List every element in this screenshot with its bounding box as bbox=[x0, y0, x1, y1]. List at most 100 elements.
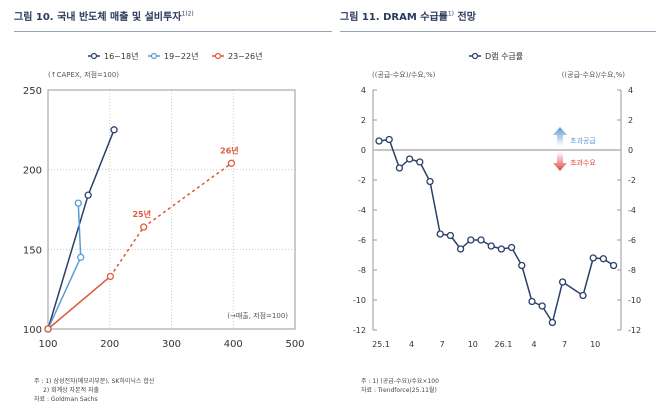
right-data-point bbox=[609, 261, 618, 270]
left-series-segment bbox=[77, 203, 82, 258]
right-chart-title: 그림 11. DRAM 수급률1) 전망 bbox=[340, 8, 476, 23]
right-notes: 주 : 1) (공급-수요)/수요×100 자료 : Trendforce(25… bbox=[361, 377, 439, 395]
left-series-segment bbox=[47, 275, 111, 330]
right-x-tick-label: 10 bbox=[468, 340, 478, 349]
left-x-tick-label: 300 bbox=[162, 339, 181, 350]
right-data-point bbox=[426, 177, 434, 186]
right-y-tick-label-right: -12 bbox=[628, 326, 641, 335]
right-series-segment bbox=[521, 265, 533, 302]
left-point-label: 26년 bbox=[220, 145, 239, 155]
right-y-tick-label-right: 0 bbox=[628, 146, 633, 155]
right-data-point bbox=[446, 231, 455, 240]
left-data-point bbox=[77, 253, 85, 261]
right-x-tick-label: 10 bbox=[590, 340, 600, 349]
left-title-text: 그림 10. 국내 반도체 매출 및 설비투자 bbox=[14, 12, 182, 23]
right-series-segment bbox=[388, 139, 401, 169]
right-series-segment bbox=[551, 281, 564, 323]
right-y-axis-label-right: ((공급-수요)/수요,%) bbox=[562, 71, 626, 79]
right-y-tick-label-right: 4 bbox=[628, 86, 633, 95]
right-y-tick-label-right: 2 bbox=[628, 116, 633, 125]
right-series-segment bbox=[419, 161, 431, 182]
right-y-tick-label-left: 2 bbox=[361, 116, 366, 125]
right-y-tick-label-left: -6 bbox=[358, 236, 366, 245]
right-data-point bbox=[599, 255, 608, 263]
arrow-up-icon bbox=[553, 127, 567, 146]
right-series-segment bbox=[562, 281, 584, 297]
right-x-tick-label: 4 bbox=[409, 340, 414, 349]
right-data-point bbox=[518, 261, 526, 270]
right-y-tick-label-left: 4 bbox=[361, 86, 366, 95]
left-legend-1-marker bbox=[150, 52, 158, 60]
right-data-point bbox=[507, 243, 516, 252]
left-source: 자료 : Goldman Sachs bbox=[34, 396, 98, 403]
annotation-excess-demand: 초과수요 bbox=[570, 158, 596, 167]
left-legend-label: 16~18년 bbox=[104, 51, 138, 61]
left-y-axis-label: (↑CAPEX, 저점=100) bbox=[48, 70, 119, 79]
right-data-point bbox=[375, 137, 383, 145]
right-x-tick-label: 25.1 bbox=[372, 340, 390, 349]
right-data-point bbox=[497, 245, 506, 253]
left-note-2: 2) 회계상 자본적 지출 bbox=[43, 387, 100, 394]
right-x-tick-label: 7 bbox=[562, 340, 567, 349]
right-data-point bbox=[477, 236, 485, 244]
right-title-text: 그림 11. DRAM 수급률 bbox=[340, 12, 448, 23]
left-y-tick-label: 200 bbox=[23, 166, 42, 177]
left-series-segment bbox=[87, 129, 115, 196]
left-y-tick-label: 100 bbox=[23, 325, 42, 336]
left-plot-frame bbox=[47, 89, 296, 330]
right-x-tick-label: 7 bbox=[440, 340, 445, 349]
right-data-point bbox=[589, 254, 597, 262]
left-y-tick-label: 150 bbox=[23, 245, 42, 256]
left-data-point bbox=[110, 126, 118, 134]
right-y-axis-label-left: ((공급-수요)/수요,%) bbox=[372, 71, 436, 79]
left-series-segment bbox=[143, 162, 232, 228]
right-data-point bbox=[528, 297, 536, 306]
right-source: 자료 : Trendforce(25.11월) bbox=[361, 387, 437, 394]
arrow-down-icon bbox=[553, 152, 567, 171]
left-x-tick-label: 400 bbox=[224, 339, 243, 350]
right-y-tick-label-left: -8 bbox=[358, 266, 366, 275]
left-legend-label: 19~22년 bbox=[164, 51, 198, 61]
right-y-tick-label-right: -4 bbox=[628, 206, 636, 215]
right-data-point bbox=[416, 158, 424, 166]
right-y-tick-label-left: 0 bbox=[361, 146, 366, 155]
left-legend-label: 23~26년 bbox=[228, 51, 262, 61]
left-chart-title: 그림 10. 국내 반도체 매출 및 설비투자1)2) bbox=[14, 8, 194, 23]
left-data-point bbox=[44, 325, 52, 333]
left-y-tick-label: 250 bbox=[23, 86, 42, 97]
right-y-tick-label-left: -12 bbox=[353, 326, 366, 335]
left-series-segment bbox=[47, 256, 82, 330]
left-data-point bbox=[140, 223, 148, 231]
right-data-point bbox=[385, 135, 393, 144]
right-y-tick-label-right: -2 bbox=[628, 176, 636, 185]
left-legend-0-marker bbox=[90, 52, 98, 60]
right-y-tick-label-right: -6 bbox=[628, 236, 636, 245]
left-data-point bbox=[106, 272, 115, 281]
right-series-segment bbox=[429, 181, 441, 235]
right-title-suffix: 전망 bbox=[454, 12, 476, 23]
right-legend-label: D램 수급률 bbox=[485, 51, 523, 61]
left-notes: 주 : 1) 삼성전자(메모리부문), SK하이닉스 합산 2) 회계상 자본적… bbox=[34, 377, 154, 404]
right-data-point bbox=[579, 291, 587, 300]
right-title-rule bbox=[340, 31, 656, 32]
right-data-point bbox=[467, 236, 475, 244]
left-title-sup: 1)2) bbox=[181, 10, 194, 18]
right-y-tick-label-left: -4 bbox=[358, 206, 366, 215]
right-data-point bbox=[405, 155, 414, 163]
right-y-tick-label-left: -2 bbox=[358, 176, 366, 185]
right-series-segment bbox=[582, 257, 594, 296]
left-x-tick-label: 200 bbox=[100, 339, 119, 350]
left-data-point bbox=[227, 159, 236, 167]
right-x-tick-label: 26.1 bbox=[494, 340, 512, 349]
right-legend-marker bbox=[471, 52, 479, 60]
right-y-tick-label-right: -8 bbox=[628, 266, 636, 275]
right-data-point bbox=[436, 230, 444, 238]
right-data-point bbox=[487, 242, 495, 250]
right-y-tick-label-left: -10 bbox=[353, 296, 366, 305]
right-data-point bbox=[538, 302, 546, 310]
right-data-point bbox=[456, 245, 465, 253]
right-data-point bbox=[548, 318, 557, 327]
annotation-excess-supply: 초과공급 bbox=[570, 136, 596, 145]
right-y-tick-label-right: -10 bbox=[628, 296, 641, 305]
left-note-1: 주 : 1) 삼성전자(메모리부문), SK하이닉스 합산 bbox=[34, 378, 155, 385]
